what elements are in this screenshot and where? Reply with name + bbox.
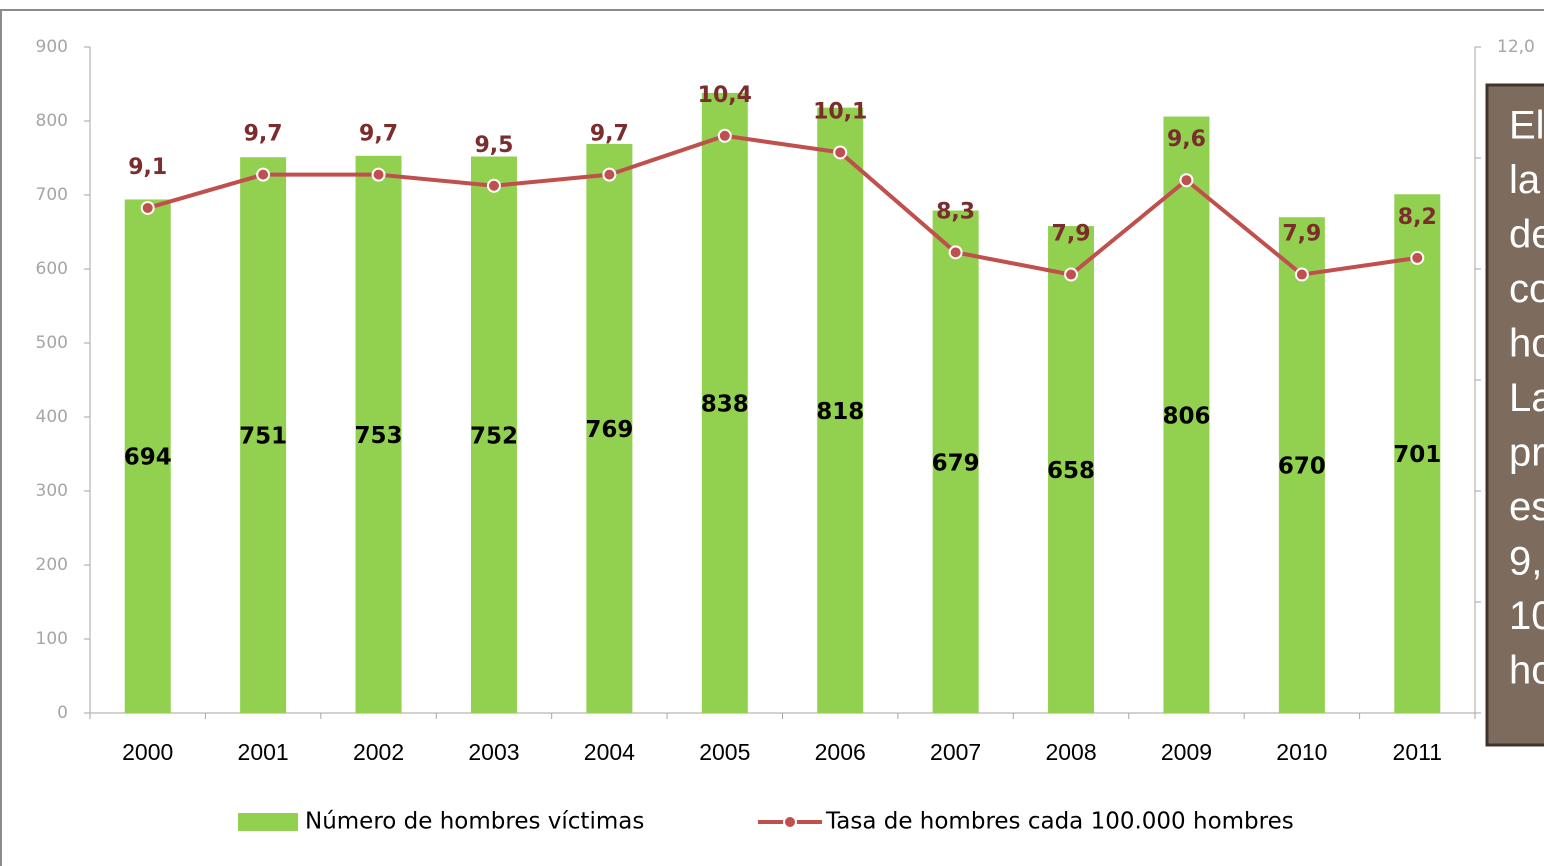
line-marker <box>1410 250 1425 265</box>
x-tick-label: 2011 <box>1393 739 1442 765</box>
line-marker <box>1179 173 1194 188</box>
bar-label: 679 <box>932 450 980 476</box>
bar <box>470 156 517 713</box>
text-box-line: ho <box>1509 649 1544 693</box>
legend-swatch <box>238 813 298 831</box>
line-marker <box>833 145 848 160</box>
text-box-line: La <box>1509 376 1544 420</box>
text-box-line: 9, <box>1509 540 1542 584</box>
text-box <box>1485 83 1544 747</box>
y-tick-label: 900 <box>36 37 68 57</box>
x-tick-label: 2008 <box>1045 739 1096 765</box>
bar-label: 670 <box>1278 454 1326 480</box>
legend-label: Número de hombres víctimas <box>305 809 644 835</box>
bar-label: 838 <box>701 391 749 417</box>
line-marker <box>1064 267 1079 282</box>
line-marker <box>140 200 155 215</box>
bar-label: 752 <box>470 423 518 449</box>
bar-label: 694 <box>124 445 172 471</box>
line-marker <box>486 178 501 193</box>
bar <box>240 157 287 713</box>
y-tick-label: 300 <box>36 481 68 501</box>
bar-label: 806 <box>1162 403 1210 429</box>
line-label: 8,3 <box>936 199 975 224</box>
line-label: 9,1 <box>128 155 167 180</box>
y-tick-label: 0 <box>57 703 68 723</box>
bar <box>124 199 171 713</box>
x-tick-label: 2006 <box>815 739 866 765</box>
line-label: 9,5 <box>474 133 513 158</box>
x-tick-label: 2010 <box>1276 739 1327 765</box>
line <box>147 133 1418 277</box>
y-tick-label: 200 <box>36 555 68 575</box>
bar-label: 751 <box>239 424 287 450</box>
text-box-line: ho <box>1509 322 1544 366</box>
x-tick-label: 2000 <box>122 739 173 765</box>
bar <box>1278 217 1325 713</box>
text-box-line: es <box>1509 485 1544 529</box>
bar <box>1163 116 1210 713</box>
line-marker <box>371 167 386 182</box>
text-box-line: de <box>1509 213 1544 257</box>
line-marker <box>602 167 617 182</box>
x-tick-label: 2002 <box>353 739 404 765</box>
text-box-line: co <box>1509 267 1544 311</box>
bar-label: 818 <box>816 399 864 425</box>
y-tick-label: 800 <box>36 111 68 131</box>
y-tick-label: 700 <box>36 185 68 205</box>
line-marker <box>256 167 271 182</box>
x-tick-label: 2009 <box>1161 739 1212 765</box>
line-label: 9,6 <box>1167 127 1206 152</box>
line-label: 7,9 <box>1282 222 1321 247</box>
bar <box>817 107 864 714</box>
text-box-line: El <box>1509 104 1544 148</box>
line-label: 9,7 <box>244 122 283 147</box>
legend-marker <box>783 815 797 829</box>
bar <box>355 155 402 713</box>
line-label: 9,7 <box>590 122 629 147</box>
legend-label: Tasa de hombres cada 100.000 hombres <box>825 809 1294 835</box>
bar <box>586 143 633 713</box>
line-marker <box>1294 267 1309 282</box>
bar <box>932 210 979 714</box>
line-label: 10,1 <box>813 99 867 124</box>
line-marker <box>717 128 732 143</box>
y-tick-label: 400 <box>36 407 68 427</box>
y-tick-label: 600 <box>36 259 68 279</box>
line-marker <box>948 245 963 260</box>
bar-label: 769 <box>585 417 633 443</box>
y-tick-label: 500 <box>36 333 68 353</box>
chart-border <box>0 9 1544 866</box>
x-tick-label: 2001 <box>238 739 289 765</box>
line-label: 10,4 <box>698 83 752 108</box>
bar <box>1048 226 1095 713</box>
bar-label: 701 <box>1393 442 1441 468</box>
text-box-line: 10 <box>1509 594 1544 638</box>
line-label: 7,9 <box>1052 222 1091 247</box>
x-tick-label: 2007 <box>930 739 981 765</box>
bar-label: 753 <box>355 423 403 449</box>
x-tick-label: 2004 <box>584 739 635 765</box>
bar-label: 658 <box>1047 458 1095 484</box>
x-tick-label: 2005 <box>699 739 750 765</box>
bar <box>701 92 748 713</box>
line-label: 8,2 <box>1398 205 1437 230</box>
y2-tick-label: 12,0 <box>1497 37 1535 57</box>
bar <box>1394 194 1441 713</box>
text-box-line: la <box>1509 158 1541 202</box>
text-box-line: pr <box>1509 431 1544 475</box>
line-label: 9,7 <box>359 122 398 147</box>
y-tick-label: 100 <box>36 629 68 649</box>
x-tick-label: 2003 <box>468 739 519 765</box>
